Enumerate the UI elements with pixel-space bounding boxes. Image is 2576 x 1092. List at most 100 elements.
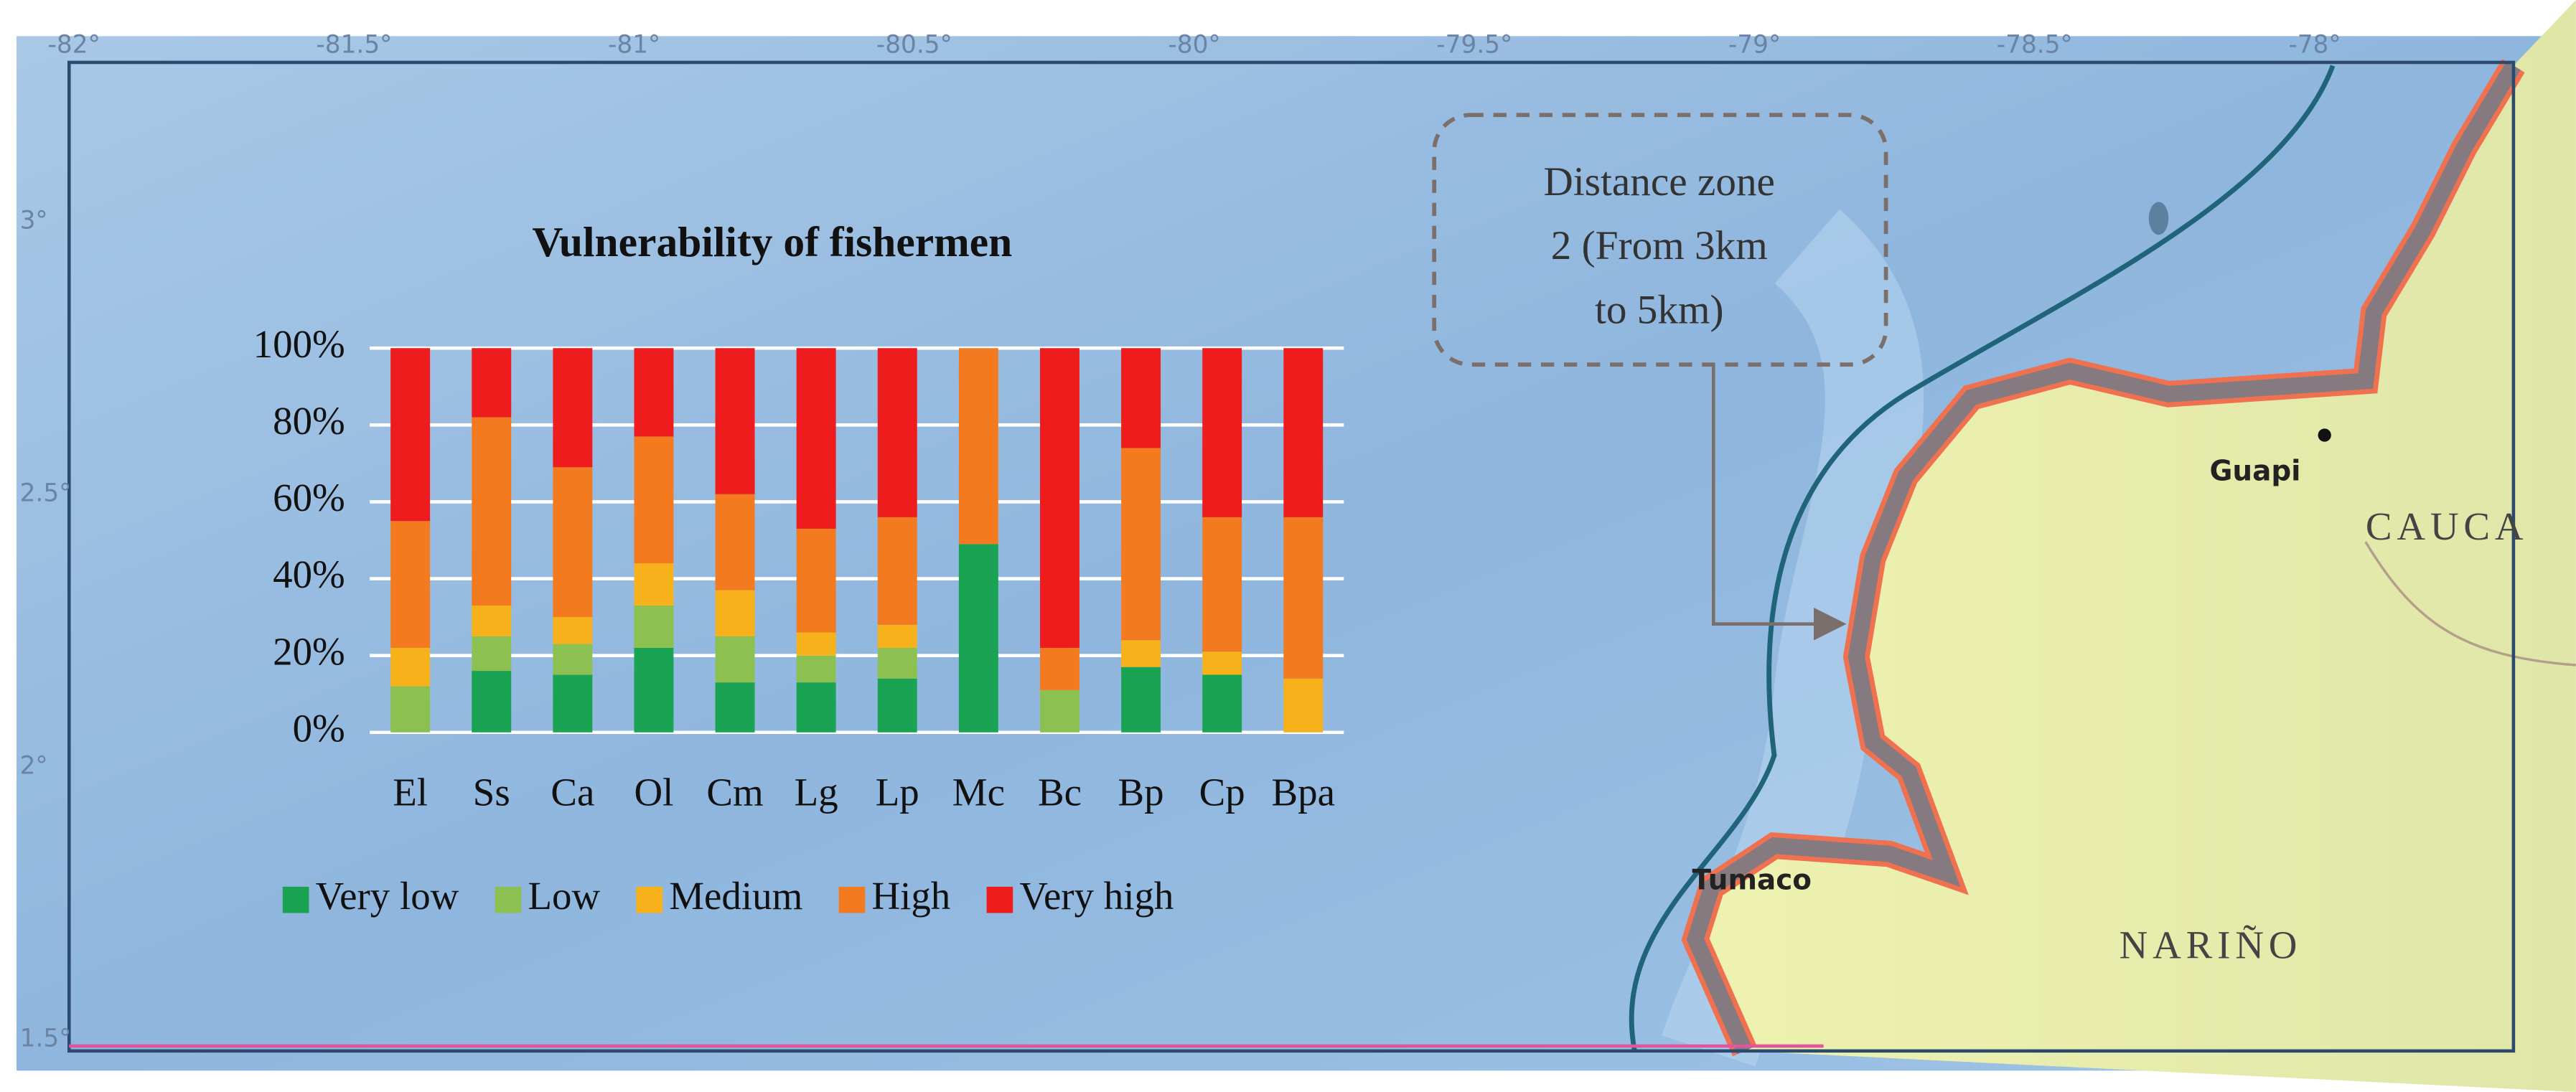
callout-arrow	[1711, 364, 1847, 641]
legend-swatch	[986, 886, 1013, 913]
bar-segment	[553, 644, 593, 675]
bar-segment	[877, 678, 917, 733]
bar-segment	[1202, 517, 1242, 652]
x-tick-label: Lg	[795, 771, 838, 814]
bar-segment	[715, 590, 755, 636]
place-label: Tumaco	[1692, 865, 1812, 897]
bar-segment	[472, 606, 512, 636]
legend-label: Low	[528, 874, 600, 918]
legend-swatch	[495, 886, 522, 913]
bar-segment	[1283, 348, 1324, 517]
callout-text: Distance zone	[1544, 159, 1775, 204]
longitude-label: -79.5°	[1436, 31, 1512, 60]
bar-segment	[877, 647, 917, 679]
bar-segment	[796, 348, 836, 529]
bar-segment	[1121, 448, 1161, 641]
y-tick-label: 80%	[273, 399, 345, 443]
bar-segment	[553, 348, 593, 468]
place-label: NARIÑO	[2120, 923, 2303, 966]
legend-swatch	[282, 886, 309, 913]
bar-segment	[1202, 651, 1242, 675]
bar-segment	[958, 544, 998, 733]
legend-label: High	[871, 874, 950, 918]
bar-segment	[634, 436, 674, 564]
land	[1695, 0, 2576, 1092]
x-tick-label: Ol	[634, 771, 674, 814]
bar-segment	[390, 521, 431, 648]
longitude-label: -81°	[608, 31, 660, 60]
latitude-label: 3°	[20, 206, 48, 235]
x-tick-label: Cm	[706, 771, 763, 814]
x-tick-label: Bpa	[1272, 771, 1335, 814]
bar-segment	[958, 348, 998, 545]
callout-text: to 5km)	[1595, 287, 1724, 332]
latitude-label: 2°	[20, 751, 48, 780]
y-tick-label: 40%	[273, 552, 345, 596]
bar-segment	[1121, 667, 1161, 733]
bar-segment	[472, 636, 512, 672]
place-label: CAUCA	[2366, 504, 2529, 548]
place-label: Guapi	[2209, 456, 2300, 488]
island	[2148, 202, 2169, 235]
longitude-label: -81.5°	[316, 31, 392, 60]
bar-segment	[1121, 348, 1161, 448]
legend-label: Very low	[316, 874, 459, 918]
bar-segment	[634, 563, 674, 606]
y-tick-label: 100%	[253, 322, 345, 366]
bar-segment	[796, 632, 836, 656]
bar-segment	[1202, 674, 1242, 733]
bar-segment	[634, 606, 674, 648]
x-tick-label: Cp	[1199, 771, 1245, 814]
x-tick-label: Bp	[1118, 771, 1164, 814]
longitude-label: -80.5°	[876, 31, 952, 60]
bar-segment	[472, 671, 512, 733]
y-tick-label: 20%	[273, 629, 345, 673]
bar-segment	[715, 682, 755, 733]
latitude-labels: 3° 2.5° 2° 1.5°	[20, 206, 72, 1053]
longitude-label: -79°	[1728, 31, 1781, 60]
bar-segment	[472, 417, 512, 606]
longitude-label: -78°	[2288, 31, 2341, 60]
bar-segment	[390, 686, 431, 733]
bar-segment	[715, 636, 755, 683]
longitude-labels: -82° -81.5° -81° -80.5° -80° -79.5° -79° -78.5°…	[48, 31, 2341, 60]
legend-label: Medium	[669, 874, 802, 918]
chart: Vulnerability of fishermen 0% 20% 40% 60% 80…	[253, 218, 1344, 918]
bar-segment	[390, 348, 431, 522]
x-tick-label: Bc	[1038, 771, 1082, 814]
bar-segment	[796, 655, 836, 683]
latitude-label: 1.5°	[20, 1024, 72, 1053]
bar-segment	[877, 624, 917, 648]
bar-segment	[553, 674, 593, 733]
bar-segment	[1039, 647, 1079, 690]
longitude-label: -82°	[48, 31, 100, 60]
bar-segment	[1283, 517, 1324, 679]
x-tick-label: Ca	[551, 771, 594, 814]
x-tick-label: Ss	[473, 771, 510, 814]
bar-segment	[634, 647, 674, 733]
bar-segment	[553, 467, 593, 618]
y-tick-label: 60%	[273, 476, 345, 519]
callout-text: 2 (From 3km	[1551, 223, 1768, 268]
x-tick-label: Lp	[876, 771, 919, 814]
bar-segment	[390, 647, 431, 687]
depth-line	[1629, 65, 2336, 1052]
callout-box	[1432, 113, 1888, 367]
legend-swatch	[636, 886, 663, 913]
coastline-zone	[1686, 61, 2521, 1055]
bar-segment	[553, 617, 593, 644]
legend-label: Very high	[1019, 874, 1174, 918]
bar-segment	[877, 348, 917, 517]
bar-segment	[1283, 678, 1324, 733]
bar-segment	[796, 682, 836, 733]
legend-swatch	[838, 886, 866, 913]
bar-segment	[472, 348, 512, 418]
y-tick-label: 0%	[293, 706, 345, 750]
bar-segment	[1121, 640, 1161, 667]
latitude-label: 2.5°	[20, 479, 72, 507]
bar-segment	[1039, 689, 1079, 733]
boundary	[2364, 541, 2576, 667]
longitude-label: -80°	[1168, 31, 1220, 60]
